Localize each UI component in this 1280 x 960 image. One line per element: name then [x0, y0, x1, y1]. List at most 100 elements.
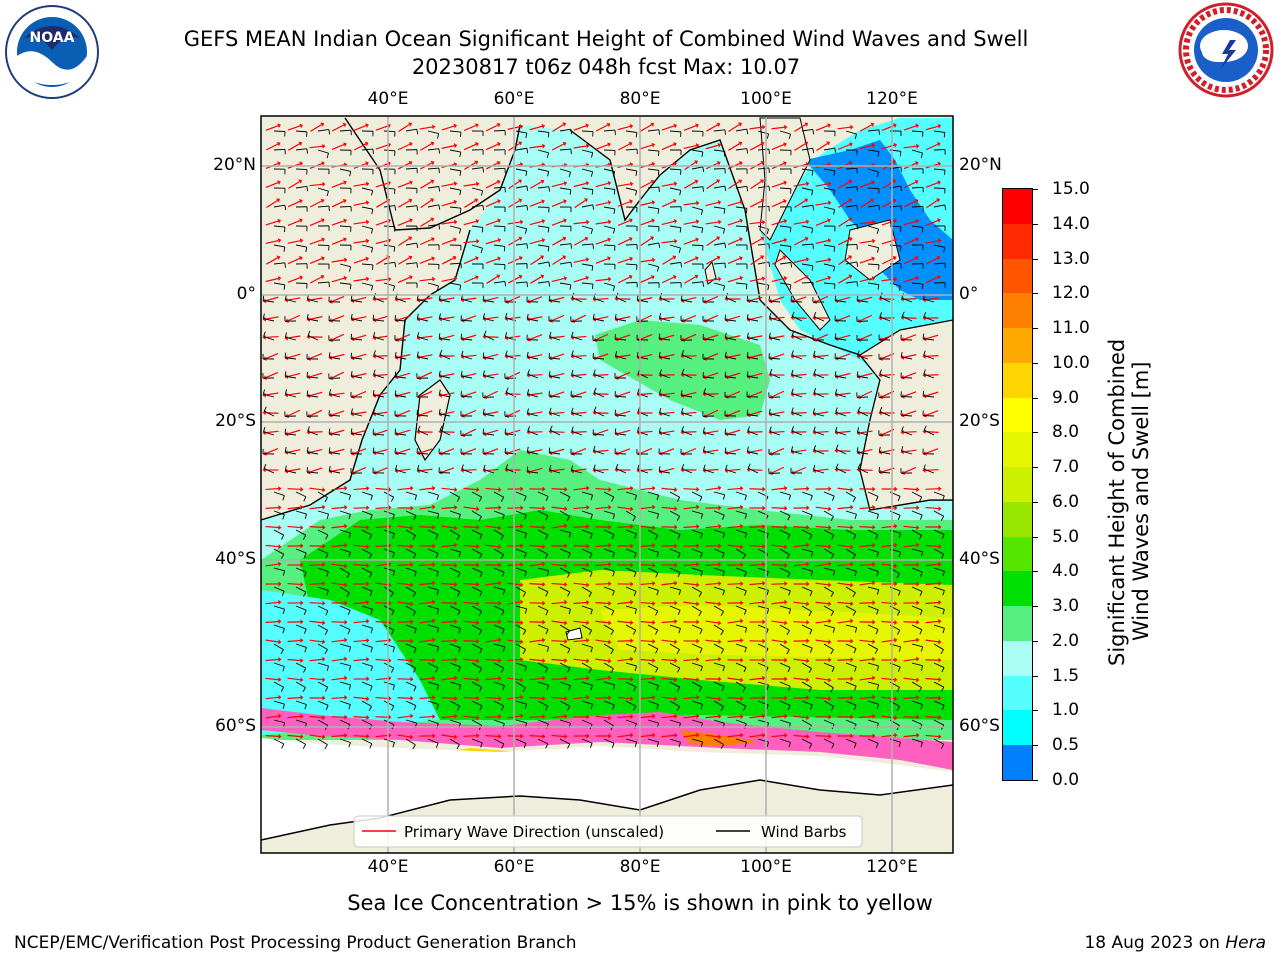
- wave-direction-arrow: [815, 620, 829, 624]
- wind-barb: [768, 357, 781, 360]
- wave-arrow-head: [366, 618, 370, 624]
- wind-barb: [361, 225, 373, 230]
- colorbar-tick: [1032, 640, 1038, 642]
- wind-barb-flag: [569, 189, 572, 195]
- wave-arrow-head: [762, 732, 766, 738]
- wind-barb: [361, 643, 373, 648]
- wind-barb-flag: [435, 534, 439, 540]
- wave-arrow-head: [806, 561, 810, 567]
- wave-arrow-head: [872, 600, 876, 606]
- wave-arrow-head: [857, 394, 862, 400]
- wind-barb-flag: [921, 284, 924, 290]
- wind-barb: [559, 643, 571, 650]
- wave-arrow-head: [850, 487, 854, 493]
- wind-barb: [681, 354, 693, 360]
- wave-direction-arrow: [309, 200, 323, 208]
- wave-direction-arrow: [595, 602, 609, 604]
- wind-barb: [493, 263, 506, 266]
- wave-arrow-head: [718, 696, 722, 702]
- colorbar-segment: [1003, 467, 1032, 503]
- wind-barb-flag: [370, 647, 373, 653]
- wind-barb-flag: [830, 516, 834, 522]
- wave-arrow-head: [938, 639, 942, 645]
- wind-barb: [879, 471, 891, 474]
- wave-arrow-head: [476, 715, 480, 721]
- wind-barb: [757, 167, 769, 170]
- wind-barb: [471, 681, 482, 688]
- wind-barb-flag: [593, 445, 596, 451]
- wind-barb: [439, 413, 451, 417]
- wind-barb-flag: [545, 496, 549, 502]
- wind-barb-flag: [438, 389, 441, 395]
- wind-barb-flag: [350, 295, 353, 301]
- wave-direction-arrow: [617, 316, 631, 320]
- wind-barb-flag: [612, 590, 615, 596]
- wind-barb-flag: [370, 609, 373, 615]
- wave-direction-arrow: [485, 200, 499, 208]
- wind-barb-flag: [813, 426, 816, 432]
- wind-barb-flag: [854, 514, 857, 520]
- wave-direction-arrow: [595, 715, 609, 719]
- wind-barb-flag: [681, 350, 685, 355]
- wind-barb-flag: [372, 390, 375, 396]
- wind-barb: [405, 167, 418, 170]
- wave-direction-arrow: [485, 124, 499, 132]
- wave-direction-arrow: [771, 220, 785, 226]
- wind-barb: [647, 149, 659, 152]
- wind-barb: [735, 128, 747, 132]
- wave-direction-arrow: [925, 297, 939, 301]
- wave-direction-arrow: [331, 468, 345, 472]
- wind-barb: [801, 510, 813, 516]
- wind-barb: [537, 491, 549, 497]
- wave-direction-arrow: [573, 582, 587, 586]
- wave-direction-arrow: [683, 525, 697, 529]
- wind-barb-flag: [918, 535, 923, 540]
- wave-arrow-head: [850, 695, 854, 701]
- wind-barb-flag: [875, 743, 879, 749]
- wave-arrow-head: [608, 562, 612, 567]
- wind-barb: [845, 244, 858, 246]
- wave-arrow-head: [585, 180, 590, 186]
- wave-direction-arrow: [309, 677, 323, 681]
- wind-barb-flag: [549, 425, 553, 431]
- wave-direction-arrow: [771, 126, 785, 130]
- wave-arrow-head: [740, 485, 744, 491]
- wave-arrow-head: [894, 637, 898, 643]
- wind-barb: [779, 624, 790, 631]
- wind-barb-flag: [808, 611, 812, 617]
- wind-barb-flag: [854, 666, 857, 672]
- wind-barb: [361, 491, 373, 496]
- wave-arrow-head: [563, 276, 568, 281]
- wave-direction-arrow: [617, 354, 631, 358]
- wind-barb-flag: [549, 464, 552, 471]
- wind-barb: [417, 414, 429, 417]
- wind-barb: [581, 662, 592, 669]
- wave-direction-arrow: [859, 448, 873, 454]
- wind-barb-flag: [744, 627, 748, 633]
- wind-barb-flag: [328, 352, 331, 358]
- wind-barb-flag: [417, 425, 421, 431]
- wave-direction-arrow: [837, 334, 851, 340]
- wave-direction-arrow: [793, 411, 807, 415]
- wave-direction-arrow: [727, 696, 741, 700]
- wind-barb-flag: [813, 350, 816, 356]
- wind-barb-flag: [592, 313, 595, 319]
- wind-barb: [625, 148, 637, 151]
- wave-arrow-head: [914, 198, 919, 204]
- wave-arrow-head: [915, 123, 920, 129]
- wave-arrow-head: [570, 373, 574, 379]
- wave-arrow-head: [629, 218, 633, 223]
- wave-direction-arrow: [903, 487, 917, 491]
- wave-direction-arrow: [551, 715, 565, 719]
- wave-arrow-head: [716, 160, 721, 166]
- wind-barb-flag: [676, 649, 680, 655]
- wind-barb: [295, 244, 307, 248]
- wave-arrow-head: [365, 256, 370, 262]
- wave-arrow-head: [542, 600, 546, 606]
- wind-barb: [933, 624, 945, 629]
- wind-barb: [351, 432, 363, 436]
- wave-direction-arrow: [815, 639, 829, 643]
- wave-direction-arrow: [728, 181, 740, 189]
- wind-barb: [867, 491, 879, 497]
- wave-direction-arrow: [331, 371, 345, 379]
